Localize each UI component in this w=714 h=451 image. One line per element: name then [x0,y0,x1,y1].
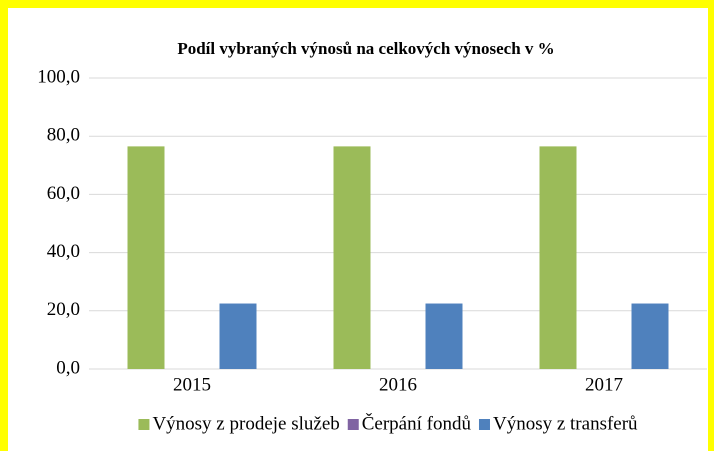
x-tick-label: 2017 [585,374,623,395]
bar [127,146,165,369]
legend-swatch [478,419,490,430]
x-tick-label: 2015 [173,374,211,395]
legend-label: Čerpání fondů [362,412,472,434]
legend-swatch [138,419,150,430]
y-tick-label: 80,0 [47,125,80,146]
legend-label: Výnosy z prodeje služeb [152,413,339,434]
legend-label: Výnosy z transferů [493,413,638,434]
y-tick-label: 100,0 [37,66,80,87]
y-tick-label: 60,0 [47,183,80,204]
bar [219,303,257,369]
bar [539,146,577,369]
x-tick-label: 2016 [379,374,417,395]
legend-swatch [347,419,359,430]
chart-title: Podíl vybraných výnosů na celkových výno… [177,39,554,58]
bar [425,303,463,369]
frame-left [0,0,8,451]
frame-right [708,0,714,451]
frame-top [0,0,714,8]
bar [333,146,371,369]
bar [631,303,669,369]
y-tick-label: 40,0 [47,241,80,262]
y-tick-label: 20,0 [47,299,80,320]
y-tick-label: 0,0 [56,357,80,378]
